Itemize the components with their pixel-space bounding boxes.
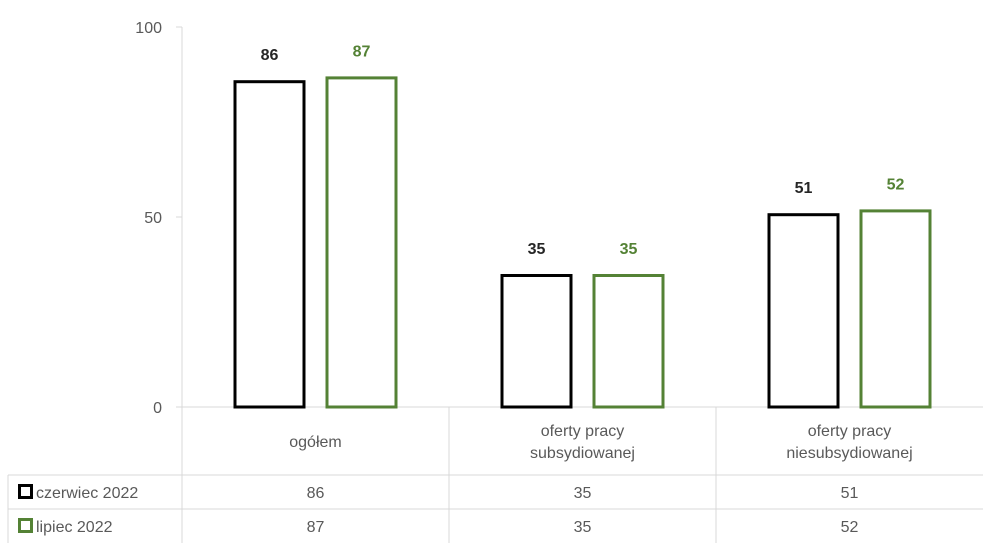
table-cell: 86 — [307, 485, 325, 502]
bar-czerwiec-2 — [767, 213, 840, 409]
chart-bars — [233, 76, 932, 409]
y-tick-label: 100 — [135, 20, 162, 37]
y-tick-label: 50 — [144, 210, 162, 227]
bar-lipiec-0 — [325, 76, 398, 409]
bar-lipiec-1 — [592, 274, 665, 409]
table-cell: 51 — [841, 485, 859, 502]
category-label: subsydiowanej — [530, 445, 635, 462]
y-tick-label: 0 — [153, 400, 162, 417]
legend-label: lipiec 2022 — [36, 519, 113, 536]
data-label: 35 — [620, 241, 638, 258]
chart-data-labels: 86 87 35 35 51 52 — [261, 43, 905, 258]
bar-czerwiec-0 — [233, 80, 306, 409]
category-label: ogółem — [289, 434, 341, 451]
legend-key-1 — [18, 518, 33, 533]
table-cell: 87 — [307, 519, 325, 536]
data-label: 87 — [353, 43, 371, 60]
data-label: 51 — [795, 180, 813, 197]
data-label: 35 — [528, 241, 546, 258]
data-table: ogółem oferty pracy subsydiowanej oferty pr… — [7, 407, 983, 543]
category-label: niesubsydiowanej — [786, 445, 912, 462]
table-cell: 35 — [574, 485, 592, 502]
legend-key-0 — [18, 484, 33, 499]
legend-label: czerwiec 2022 — [36, 485, 138, 502]
data-label: 86 — [261, 47, 279, 64]
category-label: oferty pracy — [808, 423, 892, 440]
category-label: oferty pracy — [541, 423, 625, 440]
bar-lipiec-2 — [859, 209, 932, 409]
chart-axes: 0 50 100 — [135, 20, 983, 417]
table-cell: 35 — [574, 519, 592, 536]
bar-czerwiec-1 — [500, 274, 573, 409]
data-label: 52 — [887, 176, 905, 193]
table-cell: 52 — [841, 519, 859, 536]
